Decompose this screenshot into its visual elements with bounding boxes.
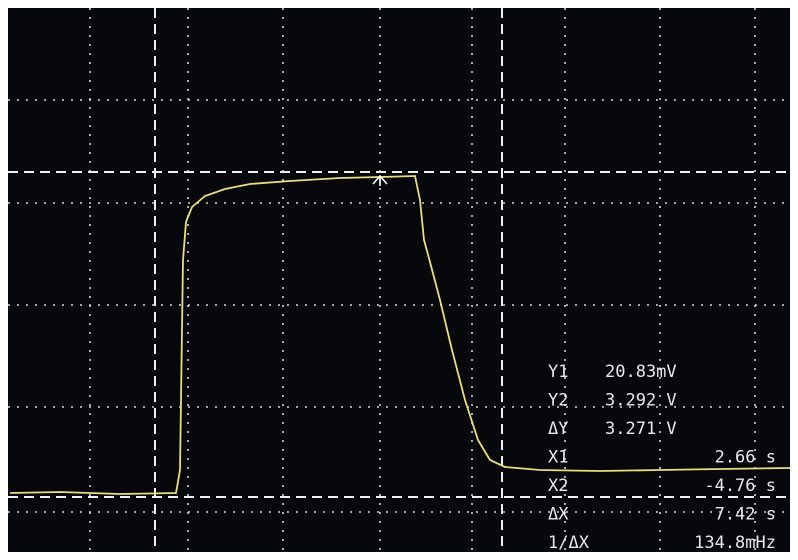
oscilloscope-screen: Y1 20.83mV Y2 3.292 V ΔY 3.271 V X1 2.66 s X2 -4.… [0, 0, 798, 560]
readout-label: ΔX [548, 505, 569, 525]
readout-label: ΔY [548, 419, 568, 439]
readout-value: 134.8mHz [694, 533, 776, 553]
readout-value: 2.66 s [715, 448, 776, 468]
readout-label: Y1 [548, 362, 568, 382]
readout-label: Y2 [548, 391, 568, 411]
readout-label: 1/ΔX [548, 533, 590, 553]
readout-value: 7.42 s [715, 505, 776, 525]
readout-value: 3.292 V [605, 391, 677, 411]
readout-value: 20.83mV [605, 362, 677, 382]
readout-value: 3.271 V [605, 419, 677, 439]
readout-value: -4.76 s [704, 476, 776, 496]
readout-label: X2 [548, 476, 568, 496]
readout-label: X1 [548, 448, 568, 468]
